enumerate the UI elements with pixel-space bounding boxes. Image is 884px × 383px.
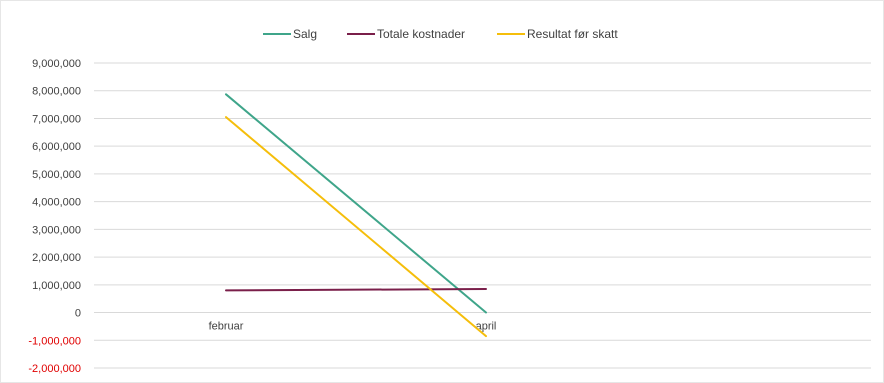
gridlines xyxy=(94,62,871,369)
y-tick-label: 7,000,000 xyxy=(32,113,81,125)
legend: Salg Totale kostnader Resultat før skatt xyxy=(263,27,618,41)
series-lines xyxy=(225,93,487,338)
y-tick-label: -1,000,000 xyxy=(28,335,81,347)
series-line-totale-kostnader xyxy=(225,288,487,292)
x-category-label: april xyxy=(476,321,497,333)
y-tick-label: 2,000,000 xyxy=(32,252,81,264)
x-axis-categories: februar april xyxy=(209,321,497,333)
y-tick-label: 6,000,000 xyxy=(32,141,81,153)
y-tick-label: 5,000,000 xyxy=(32,169,81,181)
y-tick-label: -2,000,000 xyxy=(28,363,81,375)
y-tick-label: 1,000,000 xyxy=(32,280,81,292)
y-tick-label: 4,000,000 xyxy=(32,197,81,209)
y-tick-label: 8,000,000 xyxy=(32,86,81,98)
y-tick-label: 3,000,000 xyxy=(32,224,81,236)
x-category-label: februar xyxy=(209,321,244,333)
y-tick-label: 9,000,000 xyxy=(32,58,81,70)
legend-label: Salg xyxy=(293,27,317,41)
y-axis-ticks: 9,000,000 8,000,000 7,000,000 6,000,000 5,00… xyxy=(28,58,81,375)
y-tick-label: 0 xyxy=(75,308,81,320)
series-line-salg xyxy=(225,93,487,314)
legend-label: Resultat før skatt xyxy=(527,27,618,41)
legend-label: Totale kostnader xyxy=(377,27,465,41)
series-line-resultat-f-r-skatt xyxy=(225,116,487,338)
